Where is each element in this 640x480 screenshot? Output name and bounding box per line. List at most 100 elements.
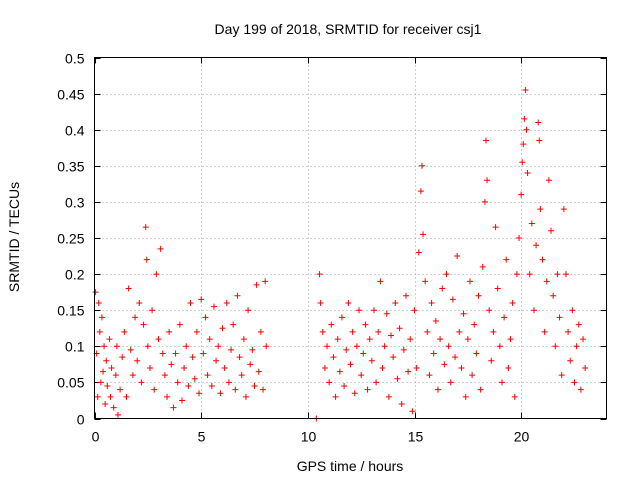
data-point [125,285,132,292]
data-point [521,115,528,122]
data-point [166,328,173,335]
y-tick-label: 0.15 [57,303,84,319]
data-point [238,372,245,379]
data-point [418,162,425,169]
data-point [95,299,102,306]
data-point [336,368,343,375]
data-point [571,379,578,386]
data-point [556,314,563,321]
data-point [129,372,136,379]
data-point [488,357,495,364]
data-point [422,278,429,285]
data-point [151,386,158,393]
data-point [343,346,350,353]
data-point [458,364,465,371]
data-point [562,271,569,278]
data-point [316,271,323,278]
data-point [123,393,130,400]
data-point [144,343,151,350]
data-point [492,224,499,231]
data-point [96,328,103,335]
data-point [426,372,433,379]
data-point [110,404,117,411]
data-point [328,321,335,328]
data-point [402,292,409,299]
x-tick-label: 5 [198,429,206,445]
data-point [108,364,115,371]
data-point [100,368,107,375]
data-point [113,343,120,350]
data-point [168,361,175,368]
data-point [377,278,384,285]
data-point [172,350,179,357]
data-point [170,404,177,411]
data-point [567,357,574,364]
data-point [178,397,185,404]
data-point [396,325,403,332]
data-point [103,357,110,364]
data-point [539,256,546,263]
data-point [341,383,348,390]
data-point [98,314,105,321]
data-point [189,354,196,361]
data-point [460,310,467,317]
data-point [213,357,220,364]
data-point [400,346,407,353]
data-point [262,278,269,285]
data-point [102,401,109,408]
data-point [454,253,461,260]
data-point [398,401,405,408]
data-point [475,292,482,299]
data-point [390,354,397,361]
data-point [516,235,523,241]
data-point [330,354,337,361]
data-point [155,336,162,343]
data-point [554,271,561,278]
data-point [161,372,168,379]
data-point [424,328,431,335]
data-point [94,393,101,400]
data-point [415,249,422,256]
data-point [407,336,414,343]
data-point [183,343,190,350]
data-point [210,303,217,310]
data-point [511,393,518,400]
data-point [221,364,228,371]
axis-ticks: 0 0.05 0.1 0.15 0.2 0.25 0.3 0.35 0.4 0.45 0.5 0 5 10… [57,51,607,445]
data-point [263,343,270,350]
data-point [545,177,552,184]
data-point [536,137,543,144]
plot-frame [94,57,607,419]
y-tick-label: 0.25 [57,231,84,247]
data-point [140,321,147,328]
data-point [232,386,239,393]
x-tick-label: 20 [514,429,530,445]
data-point [107,393,114,400]
data-point [501,314,508,321]
data-point [134,357,141,364]
data-point [191,375,198,382]
data-point [153,271,160,278]
data-point [225,379,232,386]
data-point [394,375,401,382]
data-point [486,307,493,314]
data-point [462,393,469,400]
data-point [176,321,183,328]
data-point [157,245,164,252]
data-point [456,328,463,335]
data-point [321,364,328,371]
data-point [370,307,377,314]
data-point [473,350,480,357]
data-point [356,307,363,314]
data-point [560,206,567,213]
data-point [558,372,565,379]
data-point [548,227,555,234]
data-point [505,364,512,371]
data-point [496,343,503,350]
data-point [477,386,484,393]
data-point [185,383,192,390]
y-tick-label: 0.1 [65,339,85,355]
data-point [324,343,331,350]
data-point [223,299,230,306]
data-point [552,343,559,350]
